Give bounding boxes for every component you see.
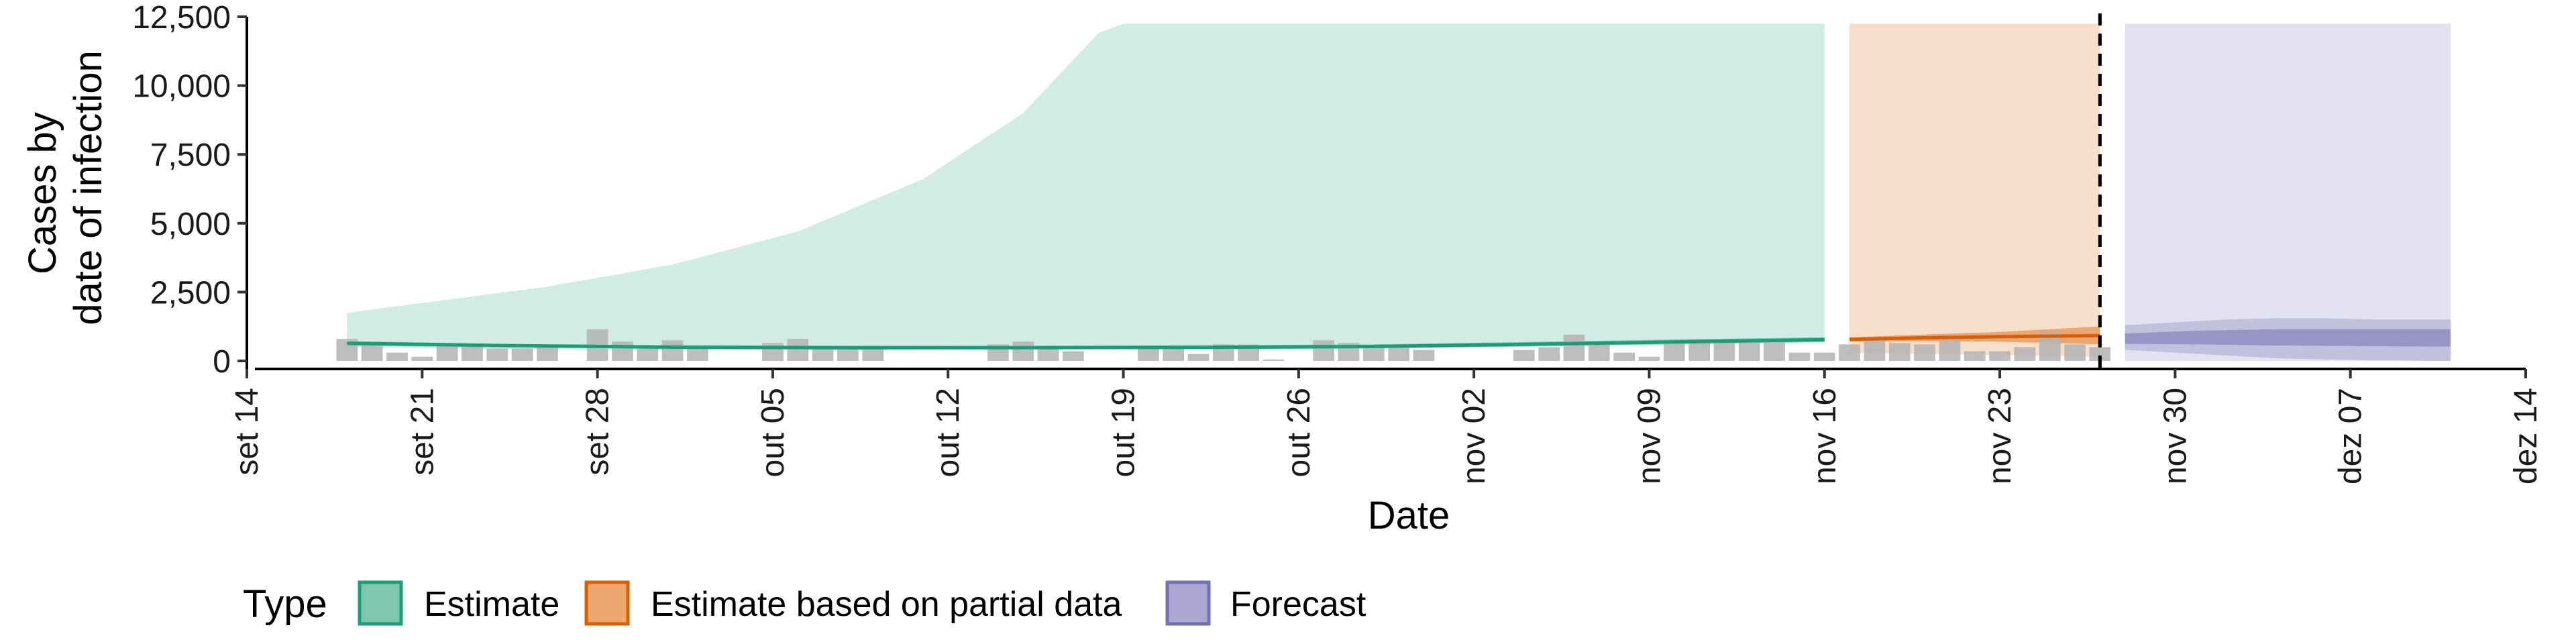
x-tick-label: set 28 <box>580 388 616 476</box>
bar-2020-10-08 <box>837 345 859 361</box>
median-line-0 <box>347 337 1825 350</box>
bar-2020-10-25 <box>1263 359 1285 361</box>
axes <box>246 17 2526 370</box>
bar-2020-10-06 <box>787 339 809 361</box>
x-axis-ticks: set 14 set 21 set 28 out 05 out 12 out 19 out … <box>229 369 2544 484</box>
bar-2020-09-23 <box>462 345 483 361</box>
bar-2020-11-23 <box>1989 351 2010 361</box>
x-tick-label: out 26 <box>1281 388 1317 477</box>
bar-2020-10-21 <box>1163 345 1184 361</box>
y-tick-label: 2,500 <box>150 275 231 311</box>
x-tick-label: dez 14 <box>2508 388 2544 484</box>
x-tick-label: set 21 <box>405 388 440 476</box>
bar-2020-09-21 <box>411 356 433 361</box>
bar-2020-11-17 <box>1839 344 1860 361</box>
x-tick-label: dez 07 <box>2333 388 2369 484</box>
band-2-0 <box>2125 23 2451 362</box>
bar-2020-09-22 <box>436 344 458 361</box>
y-axis-title-line-1: Cases by <box>21 112 64 274</box>
x-tick-label: nov 30 <box>2157 388 2193 484</box>
bar-2020-10-22 <box>1187 354 1210 361</box>
bar-2020-09-30 <box>637 345 659 361</box>
bar-2020-10-15 <box>1012 341 1034 361</box>
bar-2020-11-20 <box>1914 344 1935 361</box>
x-tick-label: nov 23 <box>1982 388 2018 484</box>
bar-2020-10-30 <box>1388 345 1409 361</box>
x-tick-label: set 14 <box>229 388 265 476</box>
x-tick-label: out 12 <box>930 388 966 477</box>
x-axis-title: Date <box>1368 494 1450 537</box>
legend-title: Type <box>243 582 327 626</box>
bar-2020-11-19 <box>1888 343 1911 361</box>
bar-2020-11-07 <box>1588 343 1610 361</box>
median-line-1 <box>1849 333 2100 341</box>
bar-2020-11-21 <box>1939 340 1961 361</box>
bar-2020-11-22 <box>1964 351 1986 361</box>
bar-2020-10-20 <box>1138 345 1159 361</box>
bar-2020-10-17 <box>1063 351 1084 361</box>
bar-2020-11-27 <box>2089 347 2111 361</box>
band-2-2 <box>2125 329 2451 347</box>
y-axis-title: Cases by date of infection <box>21 50 110 325</box>
bar-2020-10-01 <box>661 340 684 361</box>
bar-2020-11-04 <box>1513 350 1535 361</box>
y-axis-title-line-2: date of infection <box>66 50 110 325</box>
legend-label-partial: Estimate based on partial data <box>651 585 1122 624</box>
x-tick-label: out 05 <box>755 388 791 477</box>
y-tick-label: 12,500 <box>132 0 231 36</box>
bar-2020-10-16 <box>1037 345 1059 361</box>
bar-2020-11-18 <box>1864 339 1886 361</box>
band-0-0 <box>347 23 1825 351</box>
bar-2020-09-20 <box>386 352 408 361</box>
y-tick-label: 0 <box>213 344 231 380</box>
bar-2020-11-13 <box>1738 340 1760 361</box>
legend: Type Estimate Estimate based on partial … <box>243 580 1366 626</box>
bar-2020-09-25 <box>511 348 533 361</box>
bar-2020-11-14 <box>1764 339 1785 361</box>
bar-2020-11-10 <box>1663 343 1685 361</box>
x-tick-label: nov 02 <box>1456 388 1492 484</box>
bar-2020-11-09 <box>1638 356 1660 361</box>
bar-2020-11-24 <box>2014 347 2036 361</box>
bar-2020-10-29 <box>1363 345 1385 361</box>
bar-2020-10-09 <box>862 347 884 361</box>
bar-2020-10-27 <box>1313 340 1334 361</box>
legend-key-partial <box>584 580 630 626</box>
legend-label-forecast: Forecast <box>1230 585 1366 624</box>
median-lines <box>347 333 2100 350</box>
bar-2020-11-08 <box>1613 352 1635 361</box>
bar-2020-10-31 <box>1413 350 1435 361</box>
legend-label-estimate: Estimate <box>424 585 559 624</box>
bar-2020-11-15 <box>1788 352 1811 361</box>
bar-2020-11-06 <box>1563 335 1585 361</box>
bar-2020-11-12 <box>1713 340 1735 361</box>
bar-2020-09-29 <box>612 341 633 361</box>
legend-key-forecast <box>1165 580 1211 626</box>
x-tick-label: out 19 <box>1106 388 1142 477</box>
bar-2020-11-05 <box>1538 347 1560 361</box>
uncertainty-bands <box>347 23 2451 362</box>
x-tick-label: nov 09 <box>1632 388 1668 484</box>
bar-2020-10-02 <box>687 347 708 361</box>
y-axis-ticks: 0 2,500 5,000 7,500 10,000 12,500 <box>132 0 247 380</box>
bar-2020-11-16 <box>1813 352 1835 361</box>
legend-key-estimate <box>358 580 403 626</box>
y-tick-label: 5,000 <box>150 207 231 242</box>
y-tick-label: 10,000 <box>132 69 231 105</box>
y-tick-label: 7,500 <box>150 138 231 173</box>
bar-2020-10-07 <box>812 345 834 361</box>
bar-2020-11-26 <box>2064 344 2086 361</box>
bar-2020-09-26 <box>537 345 558 361</box>
bar-2020-09-24 <box>486 348 508 361</box>
bar-2020-10-05 <box>762 343 784 361</box>
band-1-0 <box>1849 23 2100 357</box>
x-tick-label: nov 16 <box>1807 388 1843 484</box>
